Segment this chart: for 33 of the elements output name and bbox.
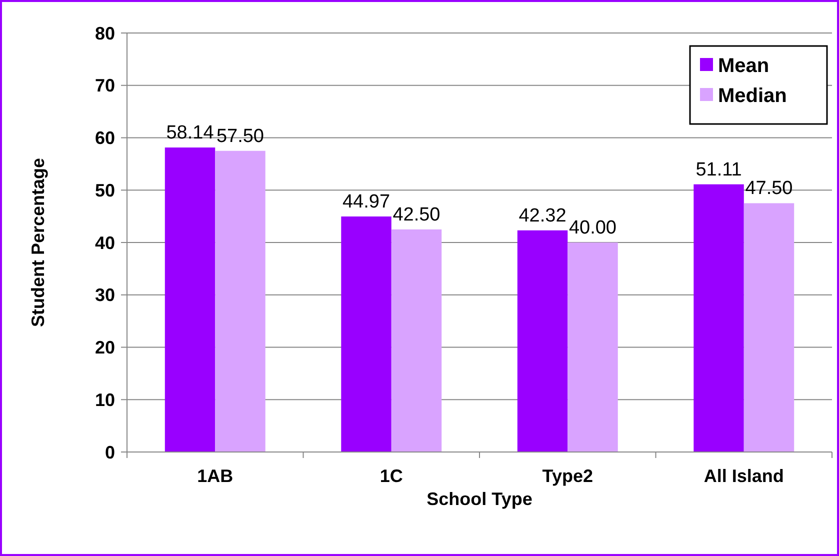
- data-label: 40.00: [568, 218, 617, 238]
- bar: [568, 242, 618, 452]
- y-tick-label: 40: [94, 232, 115, 253]
- y-tick-label: 0: [104, 442, 115, 462]
- x-tick-label: 1C: [380, 466, 403, 486]
- y-tick-label: 60: [94, 128, 115, 148]
- x-tick-label: 1AB: [197, 466, 234, 486]
- bar: [517, 230, 568, 452]
- data-label: 42.32: [518, 205, 566, 226]
- bar: [164, 147, 216, 452]
- bar: [744, 203, 794, 452]
- y-tick-label: 80: [94, 23, 115, 44]
- data-label: 57.50: [216, 126, 264, 147]
- x-tick-label: Type2: [542, 466, 593, 486]
- y-tick-label: 50: [94, 180, 115, 200]
- legend-label: Mean: [718, 55, 770, 77]
- data-label: 44.97: [342, 191, 390, 212]
- data-label: 42.50: [392, 204, 440, 226]
- y-tick-label: 30: [94, 285, 115, 306]
- bar: [391, 229, 442, 452]
- data-label: 58.14: [166, 122, 214, 144]
- y-tick-label: 70: [94, 76, 115, 96]
- y-tick-label: 20: [94, 338, 115, 358]
- legend-label: Median: [718, 85, 787, 107]
- bar: [215, 150, 266, 452]
- x-tick-label: All Island: [704, 466, 784, 486]
- y-axis-title: Student Percentage: [28, 158, 48, 328]
- data-label: 51.11: [696, 159, 742, 180]
- data-label: 47.50: [745, 178, 793, 200]
- x-axis-title: School Type: [426, 489, 532, 509]
- y-tick-label: 10: [94, 390, 115, 410]
- bar: [694, 184, 744, 452]
- bar: [341, 216, 392, 452]
